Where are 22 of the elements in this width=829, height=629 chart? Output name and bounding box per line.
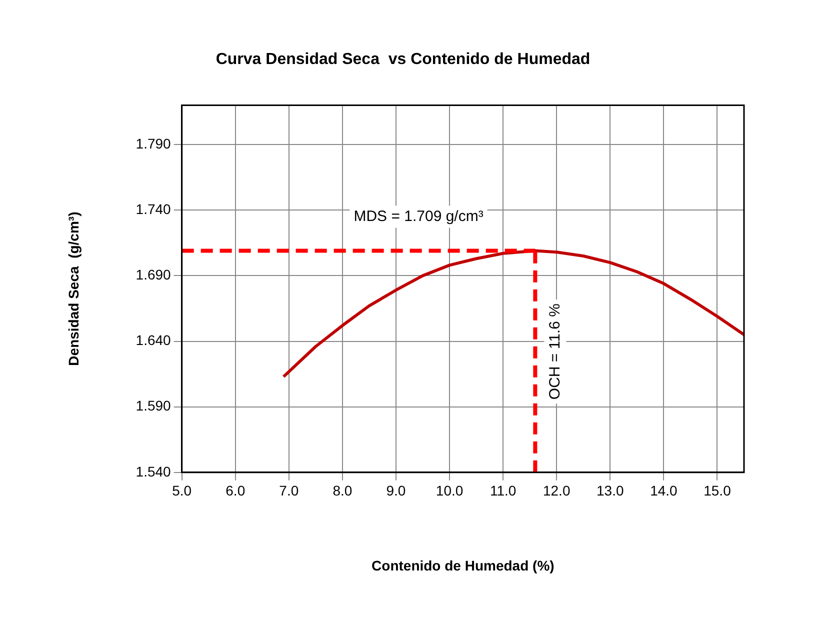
- y-tick-label: 1.690: [136, 266, 172, 283]
- x-tick-label: 10.0: [436, 482, 464, 499]
- x-tick-label: 11.0: [490, 482, 516, 499]
- x-tick-label: 6.0: [226, 482, 246, 499]
- x-tick-label: 9.0: [386, 482, 406, 499]
- ref-line-label: OCH = 11.6 %: [546, 304, 564, 400]
- x-tick-label: 14.0: [650, 482, 678, 499]
- y-tick-label: 1.640: [136, 332, 172, 348]
- x-tick-label: 8.0: [332, 482, 352, 499]
- x-tick-label: 12.0: [542, 482, 570, 499]
- x-tick-label: 13.0: [596, 482, 624, 499]
- y-tick-label: 1.790: [136, 135, 172, 152]
- x-tick-label: 15.0: [704, 482, 732, 499]
- ref-line-label: MDS = 1.709 g/cm³: [354, 208, 484, 225]
- y-tick-label: 1.740: [136, 200, 172, 217]
- x-axis-title: Contenido de Humedad (%): [372, 557, 554, 574]
- y-tick-label: 1.590: [136, 398, 172, 414]
- x-tick-label: 7.0: [279, 482, 299, 499]
- y-tick-label: 1.540: [136, 463, 172, 480]
- chart-title: Curva Densidad Seca vs Contenido de Humedad: [216, 51, 590, 68]
- y-axis-title: Densidad Seca (g/cm³): [65, 212, 82, 366]
- x-tick-label: 5.0: [172, 482, 192, 499]
